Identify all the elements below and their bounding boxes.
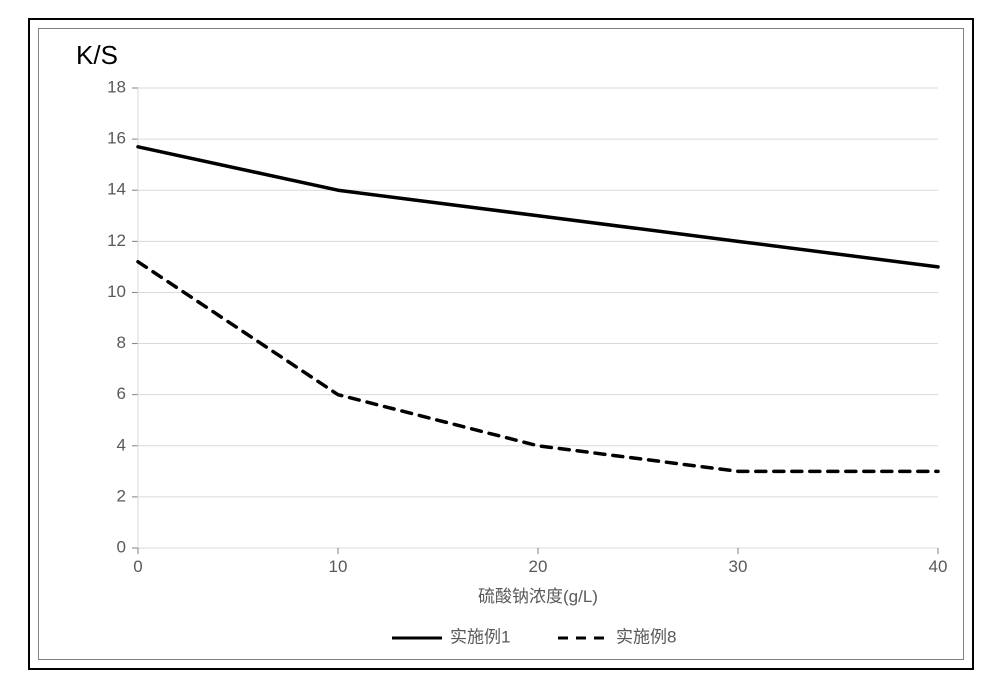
x-tick-label: 30	[729, 557, 748, 576]
series-line-1	[138, 262, 938, 472]
x-tick-label: 10	[329, 557, 348, 576]
y-tick-label: 12	[107, 231, 126, 250]
y-tick-label: 8	[117, 333, 126, 352]
y-tick-label: 2	[117, 486, 126, 505]
y-tick-label: 6	[117, 384, 126, 403]
series-line-0	[138, 147, 938, 267]
y-tick-label: 16	[107, 129, 126, 148]
legend-label: 实施例1	[450, 627, 510, 646]
y-tick-label: 10	[107, 282, 126, 301]
y-tick-label: 0	[117, 537, 126, 556]
y-tick-label: 18	[107, 77, 126, 96]
x-tick-label: 20	[529, 557, 548, 576]
y-axis-title: K/S	[76, 40, 118, 70]
x-tick-label: 0	[133, 557, 142, 576]
legend-label: 实施例8	[616, 627, 676, 646]
y-tick-label: 14	[107, 180, 126, 199]
line-chart: 0 2 4 6 8 10 12 14 16 18 0 10 20 30 40 硫酸钠浓度(g/L) K/S 实施例…	[38, 28, 964, 660]
x-tick-label: 40	[929, 557, 948, 576]
y-tick-label: 4	[117, 435, 126, 454]
x-axis-title: 硫酸钠浓度(g/L)	[478, 587, 598, 606]
